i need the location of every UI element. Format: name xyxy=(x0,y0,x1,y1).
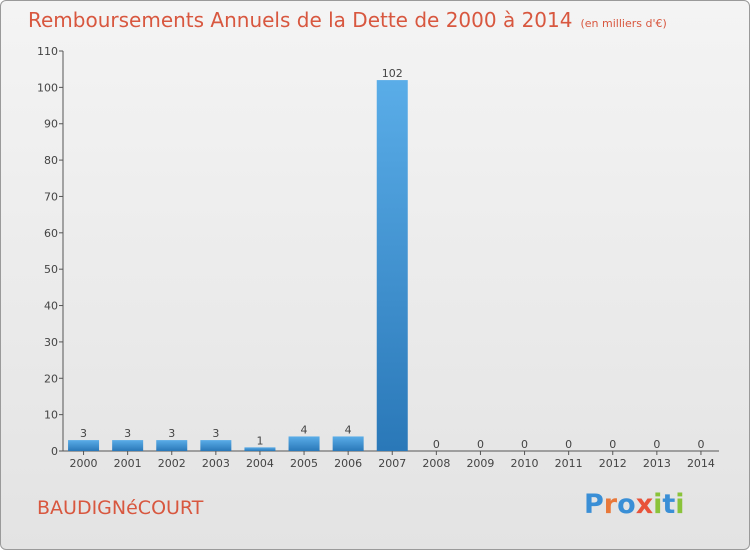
x-tick-label-2004: 2004 xyxy=(246,457,274,470)
x-tick-label-2007: 2007 xyxy=(378,457,406,470)
x-tick-label-2006: 2006 xyxy=(334,457,362,470)
y-tick-label: 80 xyxy=(44,154,58,167)
bar-2004 xyxy=(244,447,276,451)
data-label-2005: 4 xyxy=(301,423,308,436)
x-tick-label-2008: 2008 xyxy=(422,457,450,470)
y-tick-label: 100 xyxy=(37,81,58,94)
chart-title-text: Remboursements Annuels de la Dette de 20… xyxy=(28,8,573,32)
x-tick-label-2000: 2000 xyxy=(70,457,98,470)
data-label-2009: 0 xyxy=(477,438,484,451)
data-label-2006: 4 xyxy=(345,423,352,436)
x-tick-label-2009: 2009 xyxy=(466,457,494,470)
data-label-2013: 0 xyxy=(653,438,660,451)
data-label-2008: 0 xyxy=(433,438,440,451)
x-tick-label-2011: 2011 xyxy=(555,457,583,470)
x-tick-label-2010: 2010 xyxy=(511,457,539,470)
logo-letter: i xyxy=(675,489,685,520)
y-tick-label: 110 xyxy=(37,45,58,58)
data-label-2007: 102 xyxy=(382,67,403,80)
x-tick-label-2013: 2013 xyxy=(643,457,671,470)
bar-2002 xyxy=(156,440,188,451)
bar-2006 xyxy=(332,436,364,451)
y-tick-label: 60 xyxy=(44,227,58,240)
y-tick-label: 30 xyxy=(44,336,58,349)
data-label-2011: 0 xyxy=(565,438,572,451)
data-label-2014: 0 xyxy=(697,438,704,451)
bar-2001 xyxy=(112,440,144,451)
chart-unit-note: (en milliers d'€) xyxy=(580,17,667,30)
y-tick-label: 20 xyxy=(44,372,58,385)
bar-2007 xyxy=(376,80,408,451)
bars xyxy=(68,80,408,451)
x-tick-label-2002: 2002 xyxy=(158,457,186,470)
y-tick-label: 50 xyxy=(44,263,58,276)
logo-letter: t xyxy=(662,489,676,520)
y-tick-label: 0 xyxy=(51,445,58,458)
bar-2005 xyxy=(288,436,320,451)
data-label-2003: 3 xyxy=(212,427,219,440)
y-tick-label: 90 xyxy=(44,118,58,131)
bar-2003 xyxy=(200,440,232,451)
data-label-2001: 3 xyxy=(124,427,131,440)
y-tick-label: 70 xyxy=(44,190,58,203)
x-tick-label-2005: 2005 xyxy=(290,457,318,470)
proxiti-logo: Proxiti xyxy=(584,489,685,520)
chart-title: Remboursements Annuels de la Dette de 20… xyxy=(28,8,667,32)
commune-name: BAUDIGNéCOURT xyxy=(37,497,204,519)
bar-2000 xyxy=(68,440,100,451)
data-labels: 3 3 3 3 1 4 4 102 0 0 0 0 0 0 0 xyxy=(80,67,704,451)
x-tick-label-2001: 2001 xyxy=(114,457,142,470)
data-label-2010: 0 xyxy=(521,438,528,451)
y-tick-label: 10 xyxy=(44,409,58,422)
logo-letter: o xyxy=(617,489,636,520)
data-label-2004: 1 xyxy=(256,434,263,447)
x-tick-label-2012: 2012 xyxy=(599,457,627,470)
y-tick-label: 40 xyxy=(44,300,58,313)
logo-letter: x xyxy=(635,489,654,520)
data-label-2000: 3 xyxy=(80,427,87,440)
x-tick-label-2003: 2003 xyxy=(202,457,230,470)
logo-letter: r xyxy=(603,489,618,520)
logo-letter: i xyxy=(653,489,663,520)
data-label-2002: 3 xyxy=(168,427,175,440)
logo-letter: P xyxy=(584,489,604,520)
x-tick-label-2014: 2014 xyxy=(687,457,715,470)
data-label-2012: 0 xyxy=(609,438,616,451)
